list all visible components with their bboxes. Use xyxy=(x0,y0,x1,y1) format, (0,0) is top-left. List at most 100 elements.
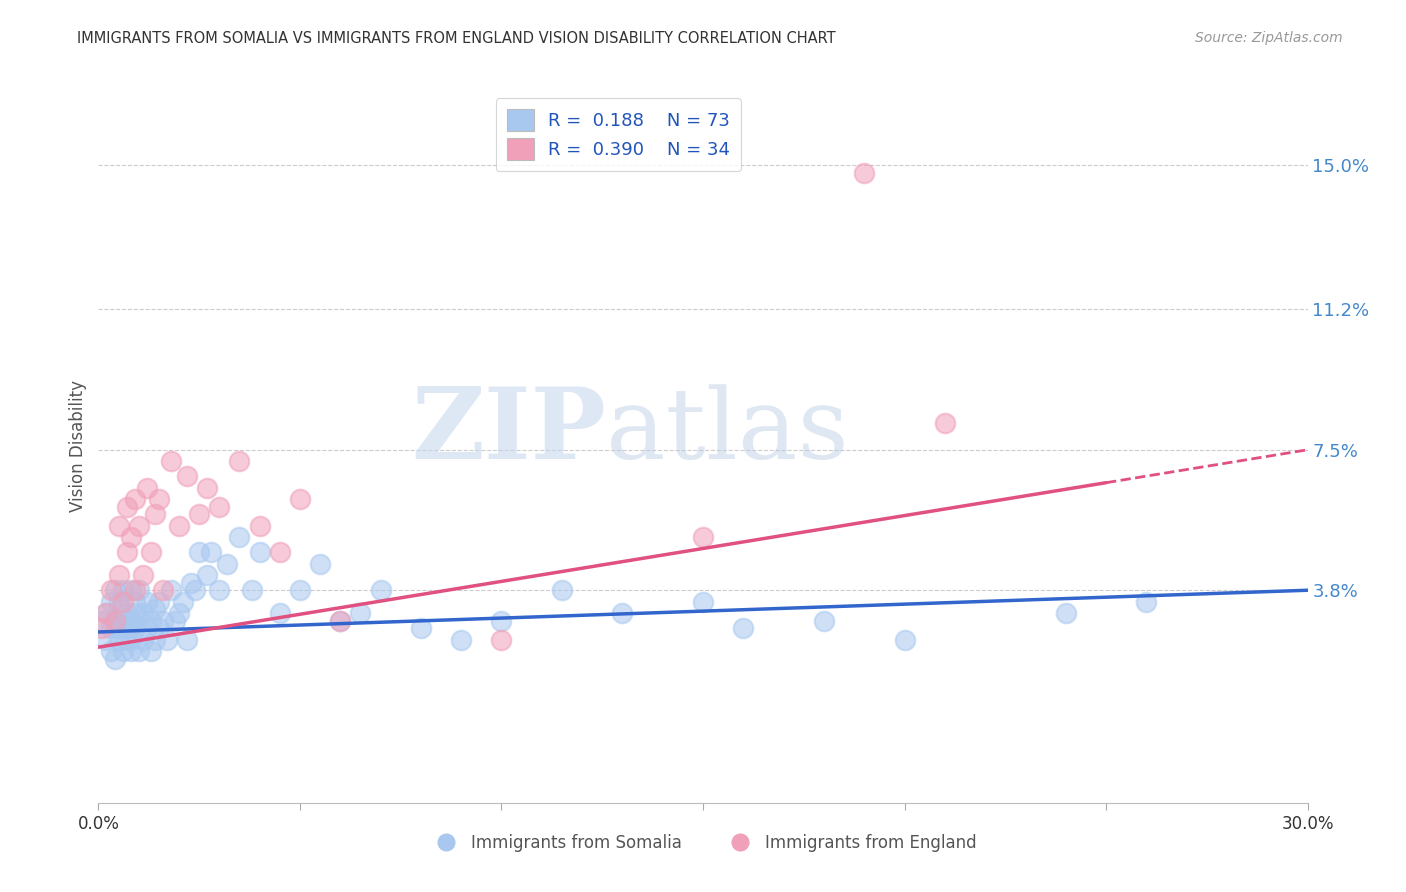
Point xyxy=(692,594,714,608)
Point xyxy=(269,545,291,559)
Point xyxy=(692,530,714,544)
Point xyxy=(103,614,125,628)
Point xyxy=(176,632,198,647)
Point xyxy=(249,518,271,533)
Point xyxy=(152,583,174,598)
Point xyxy=(309,557,332,571)
Point xyxy=(103,583,125,598)
Point xyxy=(733,621,755,635)
Point xyxy=(128,518,150,533)
Point xyxy=(349,606,371,620)
Point xyxy=(100,644,122,658)
Point xyxy=(111,594,134,608)
Point xyxy=(124,606,146,620)
Point xyxy=(135,594,157,608)
Point xyxy=(103,651,125,665)
Point xyxy=(100,583,122,598)
Text: atlas: atlas xyxy=(606,384,849,480)
Point xyxy=(124,583,146,598)
Legend: Immigrants from Somalia, Immigrants from England: Immigrants from Somalia, Immigrants from… xyxy=(423,828,983,859)
Point xyxy=(450,632,472,647)
Point xyxy=(288,492,311,507)
Point xyxy=(156,632,179,647)
Point xyxy=(172,594,194,608)
Point xyxy=(135,621,157,635)
Point xyxy=(139,614,162,628)
Text: ZIP: ZIP xyxy=(412,384,606,480)
Point xyxy=(148,621,170,635)
Point xyxy=(329,614,352,628)
Point xyxy=(115,632,138,647)
Point xyxy=(152,614,174,628)
Point xyxy=(208,583,231,598)
Point xyxy=(228,530,250,544)
Point xyxy=(91,621,114,635)
Point xyxy=(491,614,513,628)
Point xyxy=(188,508,211,522)
Point xyxy=(107,518,129,533)
Point xyxy=(409,621,432,635)
Point xyxy=(124,594,146,608)
Point xyxy=(160,454,183,468)
Point xyxy=(612,606,634,620)
Point xyxy=(103,614,125,628)
Point xyxy=(813,614,835,628)
Point xyxy=(180,575,202,590)
Point xyxy=(188,545,211,559)
Point xyxy=(107,568,129,582)
Point xyxy=(107,594,129,608)
Point xyxy=(135,481,157,495)
Point xyxy=(120,530,142,544)
Point xyxy=(491,632,513,647)
Point xyxy=(167,518,190,533)
Text: Source: ZipAtlas.com: Source: ZipAtlas.com xyxy=(1195,31,1343,45)
Point xyxy=(200,545,222,559)
Point xyxy=(120,614,142,628)
Point xyxy=(111,583,134,598)
Point xyxy=(934,416,956,430)
Point xyxy=(853,166,876,180)
Point xyxy=(167,606,190,620)
Point xyxy=(96,606,118,620)
Point xyxy=(91,614,114,628)
Point xyxy=(115,545,138,559)
Text: IMMIGRANTS FROM SOMALIA VS IMMIGRANTS FROM ENGLAND VISION DISABILITY CORRELATION: IMMIGRANTS FROM SOMALIA VS IMMIGRANTS FR… xyxy=(77,31,837,46)
Point xyxy=(195,481,218,495)
Point xyxy=(100,594,122,608)
Point xyxy=(160,583,183,598)
Point xyxy=(208,500,231,514)
Point xyxy=(148,492,170,507)
Point xyxy=(148,594,170,608)
Point xyxy=(100,621,122,635)
Point xyxy=(143,508,166,522)
Point xyxy=(120,632,142,647)
Point xyxy=(128,614,150,628)
Point xyxy=(132,568,155,582)
Point xyxy=(111,614,134,628)
Point xyxy=(195,568,218,582)
Point xyxy=(107,602,129,616)
Point xyxy=(228,454,250,468)
Point xyxy=(139,545,162,559)
Point xyxy=(107,621,129,635)
Point xyxy=(120,583,142,598)
Point xyxy=(1135,594,1157,608)
Point xyxy=(115,606,138,620)
Point xyxy=(115,500,138,514)
Point xyxy=(132,632,155,647)
Point xyxy=(551,583,574,598)
Point xyxy=(143,632,166,647)
Point xyxy=(124,492,146,507)
Point xyxy=(111,644,134,658)
Point xyxy=(176,469,198,483)
Point xyxy=(269,606,291,620)
Y-axis label: Vision Disability: Vision Disability xyxy=(69,380,87,512)
Point xyxy=(329,614,352,628)
Point xyxy=(128,644,150,658)
Point xyxy=(128,583,150,598)
Point xyxy=(139,644,162,658)
Point xyxy=(107,632,129,647)
Point xyxy=(893,632,915,647)
Point xyxy=(124,621,146,635)
Point xyxy=(288,583,311,598)
